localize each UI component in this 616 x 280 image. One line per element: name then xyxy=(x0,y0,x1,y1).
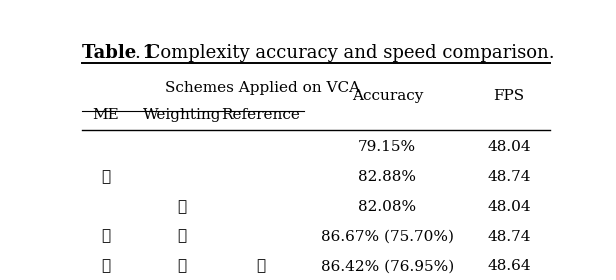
Text: Accuracy: Accuracy xyxy=(352,89,423,103)
Text: Schemes Applied on VCA: Schemes Applied on VCA xyxy=(165,81,360,95)
Text: Table 1: Table 1 xyxy=(82,44,155,62)
Text: 48.64: 48.64 xyxy=(487,259,531,273)
Text: 48.04: 48.04 xyxy=(487,140,531,154)
Text: ✓: ✓ xyxy=(177,200,187,214)
Text: 86.67% (75.70%): 86.67% (75.70%) xyxy=(321,230,454,244)
Text: ✓: ✓ xyxy=(256,259,265,273)
Text: 48.74: 48.74 xyxy=(487,170,531,184)
Text: ✓: ✓ xyxy=(177,259,187,273)
Text: 48.74: 48.74 xyxy=(487,230,531,244)
Text: ✓: ✓ xyxy=(101,230,110,244)
Text: FPS: FPS xyxy=(493,89,525,103)
Text: ME: ME xyxy=(92,108,119,122)
Text: 79.15%: 79.15% xyxy=(359,140,416,154)
Text: 48.04: 48.04 xyxy=(487,200,531,214)
Text: ✓: ✓ xyxy=(101,170,110,184)
Text: ✓: ✓ xyxy=(177,230,187,244)
Text: 82.88%: 82.88% xyxy=(359,170,416,184)
Text: 86.42% (76.95%): 86.42% (76.95%) xyxy=(321,259,454,273)
Text: Reference: Reference xyxy=(221,108,300,122)
Text: ✓: ✓ xyxy=(101,259,110,273)
Text: 82.08%: 82.08% xyxy=(359,200,416,214)
Text: . Complexity accuracy and speed comparison.: . Complexity accuracy and speed comparis… xyxy=(136,44,555,62)
Text: Weighting: Weighting xyxy=(143,108,221,122)
